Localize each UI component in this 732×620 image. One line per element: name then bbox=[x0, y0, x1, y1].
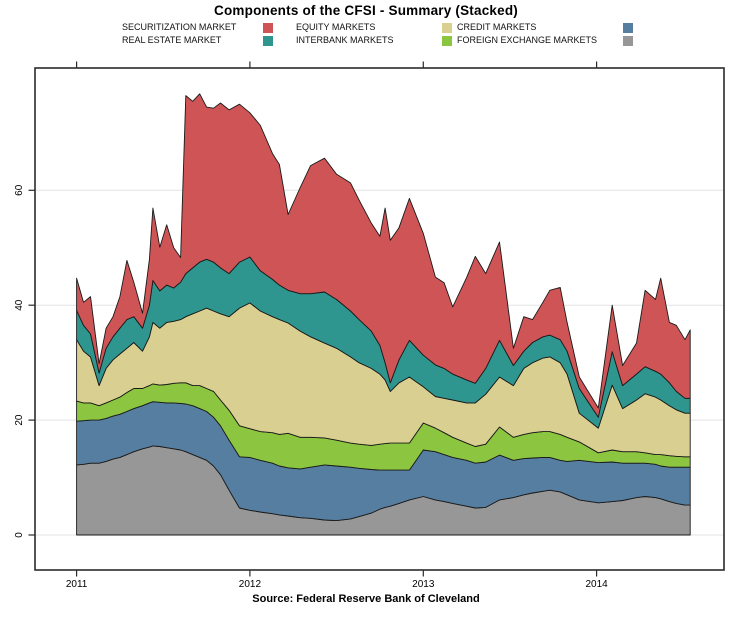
y-tick-label-60: 60 bbox=[14, 184, 25, 196]
source-caption: Source: Federal Reserve Bank of Clevelan… bbox=[252, 593, 480, 605]
x-tick-label-2012: 2012 bbox=[239, 579, 262, 590]
y-tick-label-40: 40 bbox=[14, 299, 25, 311]
legend-swatch-credit bbox=[623, 22, 633, 33]
legend-swatch-real-estate bbox=[263, 35, 273, 46]
legend-swatch-equity bbox=[442, 22, 452, 33]
legend-label: CREDIT MARKETS bbox=[457, 22, 537, 32]
y-tick-label-20: 20 bbox=[14, 414, 25, 426]
legend-item-interbank-markets: INTERBANK MARKETS bbox=[296, 35, 452, 46]
y-tick-label-0: 0 bbox=[14, 532, 25, 538]
legend: SECURITIZATION MARKET REAL ESTATE MARKET… bbox=[0, 0, 732, 50]
x-tick-label-2011: 2011 bbox=[66, 579, 88, 590]
legend-item-equity-markets: EQUITY MARKETS bbox=[296, 22, 452, 33]
chart-title: Components of the CFSI - Summary (Stacke… bbox=[214, 3, 518, 18]
legend-label: INTERBANK MARKETS bbox=[296, 35, 394, 45]
legend-label: SECURITIZATION MARKET bbox=[122, 22, 237, 32]
x-tick-label-2013: 2013 bbox=[412, 579, 435, 590]
legend-label: REAL ESTATE MARKET bbox=[122, 35, 222, 45]
legend-item-foreign-exchange-markets: FOREIGN EXCHANGE MARKETS bbox=[457, 35, 633, 46]
legend-item-real-estate-market: REAL ESTATE MARKET bbox=[122, 35, 273, 46]
legend-swatch-interbank bbox=[442, 35, 452, 46]
legend-swatch-securitization bbox=[263, 22, 273, 33]
legend-label: FOREIGN EXCHANGE MARKETS bbox=[457, 35, 598, 45]
x-tick-label-2014: 2014 bbox=[585, 579, 608, 590]
area-securitization-market bbox=[76, 93, 691, 418]
legend-swatch-foreign-exchange bbox=[623, 35, 633, 46]
legend-label: EQUITY MARKETS bbox=[296, 22, 376, 32]
legend-item-securitization-market: SECURITIZATION MARKET bbox=[122, 22, 273, 33]
legend-item-credit-markets: CREDIT MARKETS bbox=[457, 22, 633, 33]
plot-border bbox=[34, 67, 725, 571]
